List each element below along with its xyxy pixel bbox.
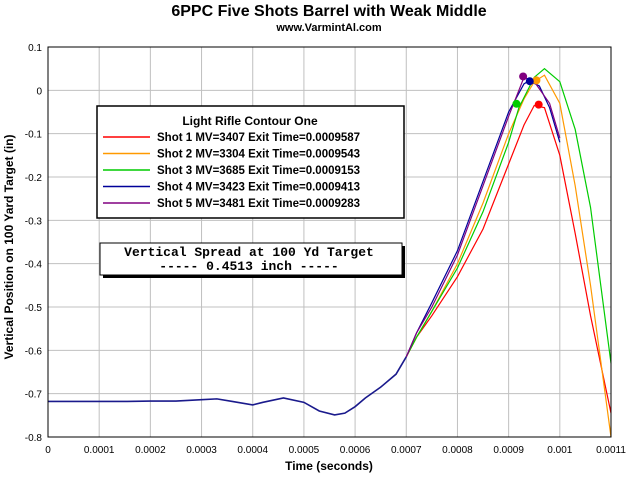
- chart-title: 6PPC Five Shots Barrel with Weak Middle: [171, 3, 486, 20]
- x-tick-label: 0.0006: [340, 445, 371, 456]
- legend-items: Shot 1 MV=3407 Exit Time=0.0009587 Shot 2…: [103, 132, 360, 210]
- legend-label-shot-3: Shot 3 MV=3685 Exit Time=0.0009153: [157, 165, 360, 177]
- annotation-line-2: ----- 0.4513 inch -----: [159, 259, 338, 274]
- x-tick-label: 0.0004: [237, 445, 268, 456]
- x-tick-label: 0.0007: [391, 445, 422, 456]
- series-lines: [48, 67, 612, 438]
- legend-label-shot-1: Shot 1 MV=3407 Exit Time=0.0009587: [157, 132, 360, 144]
- y-tick-label: -0.8: [25, 433, 43, 444]
- exit-point-shot-4: [525, 77, 534, 86]
- legend-label-shot-2: Shot 2 MV=3304 Exit Time=0.0009543: [157, 149, 360, 161]
- y-tick-label: 0: [36, 86, 42, 97]
- exit-point-shot-1: [534, 100, 543, 109]
- y-tick-label: -0.1: [25, 130, 43, 141]
- exit-point-shot-3: [512, 99, 521, 108]
- series-line-shot-5: [405, 76, 561, 358]
- annotation-line-1: Vertical Spread at 100 Yd Target: [124, 245, 374, 260]
- x-tick-label: 0.0005: [289, 445, 320, 456]
- x-tick-label: 0.0001: [84, 445, 115, 456]
- spread-annotation: Vertical Spread at 100 Yd Target ----- 0…: [99, 242, 405, 278]
- x-tick-label: 0.0002: [135, 445, 166, 456]
- x-tick-label: 0: [45, 445, 51, 456]
- legend: Light Rifle Contour One Shot 1 MV=3407 E…: [96, 105, 405, 219]
- series-line-shot-3: [405, 67, 612, 364]
- y-tick-label: -0.4: [25, 260, 43, 271]
- exit-point-shot-2: [532, 76, 541, 85]
- annotation-box: [99, 242, 403, 276]
- series-line-shot-1: [405, 104, 612, 414]
- legend-label-shot-4: Shot 4 MV=3423 Exit Time=0.0009413: [157, 182, 360, 194]
- x-tick-label: 0.0009: [493, 445, 524, 456]
- exit-points: [512, 72, 543, 109]
- x-tick-label: 0.0008: [442, 445, 473, 456]
- legend-box: [96, 105, 405, 219]
- y-tick-label: 0.1: [28, 43, 42, 54]
- axis-ticks: 0 0.0001 0.0002 0.0003 0.0004 0.0005 0.0006 0.0…: [25, 43, 627, 456]
- x-axis-label: Time (seconds): [285, 459, 373, 473]
- y-tick-label: -0.6: [25, 346, 43, 357]
- legend-label-shot-5: Shot 5 MV=3481 Exit Time=0.0009283: [157, 198, 360, 210]
- chart-subtitle: www.VarmintAl.com: [275, 22, 382, 34]
- plot-frame: [47, 46, 612, 438]
- y-axis-label: Vertical Position on 100 Yard Target (in…: [2, 135, 16, 360]
- y-tick-label: -0.3: [25, 216, 43, 227]
- y-tick-label: -0.7: [25, 390, 43, 401]
- exit-point-shot-5: [519, 72, 528, 81]
- x-tick-label: 0.001: [547, 445, 572, 456]
- legend-title: Light Rifle Contour One: [182, 114, 318, 128]
- y-tick-label: -0.2: [25, 173, 43, 184]
- common-trajectory-line: [48, 356, 407, 416]
- y-tick-label: -0.5: [25, 303, 43, 314]
- x-tick-label: 0.0003: [186, 445, 217, 456]
- x-tick-label: 0.0011: [596, 445, 626, 456]
